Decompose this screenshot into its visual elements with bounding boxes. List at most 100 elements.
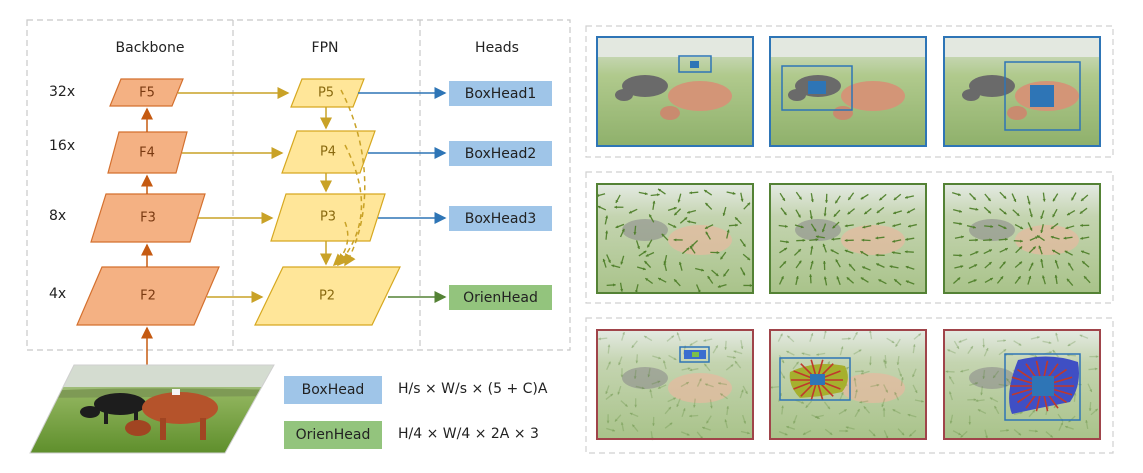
vector-arrow (681, 367, 691, 371)
vector-arrow (717, 382, 728, 386)
vector-arrowhead (647, 244, 651, 248)
vector-arrowhead (1000, 276, 1004, 280)
vector-arrowhead (662, 360, 666, 364)
vector-arrow (996, 339, 1007, 342)
vector-arrowhead (682, 408, 686, 412)
vector-arrowhead (689, 191, 693, 195)
vector-arrowhead (840, 346, 844, 350)
vector-arrowhead (862, 225, 866, 229)
vector-arrow (801, 352, 811, 356)
vector-arrowhead (973, 398, 977, 402)
vector-arrowhead (1020, 226, 1024, 229)
vector-arrowhead (802, 238, 806, 242)
vector-arrow (614, 414, 622, 422)
vector-arrowhead (904, 250, 908, 254)
vector-arrowhead (1029, 214, 1033, 218)
vector-arrowhead (1053, 404, 1057, 408)
vector-arrowhead (833, 213, 837, 217)
vector-arrow (739, 389, 744, 399)
vector-arrow (883, 430, 889, 439)
vector-arrow (598, 337, 608, 340)
vector-arrow (705, 415, 712, 424)
vector-arrowhead (663, 262, 667, 266)
vector-arrowhead (884, 361, 888, 365)
vector-arrow (863, 405, 871, 414)
vector-arrowhead (686, 247, 690, 251)
vector-arrowhead (607, 259, 611, 263)
vector-arrowhead (1004, 248, 1008, 251)
vector-arrowhead (854, 389, 858, 393)
vector-arrowhead (960, 235, 964, 239)
vector-arrowhead (968, 422, 972, 425)
vector-arrowhead (827, 361, 830, 365)
vector-arrowhead (689, 342, 693, 346)
vector-arrow (786, 350, 795, 356)
vector-arrowhead (641, 386, 645, 390)
vector-arrowhead (724, 347, 728, 350)
vector-arrow (960, 368, 970, 373)
vector-arrowhead (849, 263, 852, 267)
vector-arrow (907, 413, 917, 418)
vector-arrowhead (844, 249, 848, 253)
vector-arrowhead (894, 392, 898, 396)
vector-arrow (811, 414, 821, 420)
vector-arrowhead (835, 259, 839, 263)
vector-arrow (998, 383, 1008, 387)
vector-arrowhead (893, 211, 897, 215)
vector-arrowhead (1042, 198, 1046, 202)
vector-arrowhead (872, 433, 876, 437)
vector-arrow (647, 368, 651, 378)
combined-overlay-row (585, 317, 1114, 454)
vector-arrow (1064, 425, 1074, 430)
vector-arrowhead (918, 333, 921, 337)
vector-arrowhead (1081, 250, 1085, 254)
vector-arrow (631, 424, 639, 432)
vector-arrowhead (1038, 245, 1042, 249)
vector-arrowhead (858, 349, 862, 353)
vector-arrow (1028, 429, 1038, 432)
vector-arrowhead (1003, 349, 1007, 353)
vector-arrowhead (1029, 227, 1033, 231)
vector-arrow (781, 405, 784, 415)
vector-arrowhead (670, 335, 674, 339)
vector-arrowhead (618, 362, 622, 366)
vector-arrowhead (1080, 223, 1083, 227)
vector-arrow (689, 368, 699, 371)
vector-arrow (689, 414, 699, 417)
vector-arrowhead (783, 247, 787, 251)
vector-arrowhead (784, 432, 788, 436)
vector-arrowhead (605, 391, 609, 394)
vector-arrowhead (845, 426, 849, 430)
vector-arrowhead (615, 199, 619, 203)
vector-arrowhead (959, 253, 963, 257)
vector-arrowhead (1032, 246, 1036, 250)
vector-arrowhead (691, 243, 695, 247)
vector-arrowhead (827, 406, 830, 410)
vector-arrowhead (1042, 275, 1045, 279)
vector-arrowhead (905, 195, 908, 199)
column-title-heads: Heads (475, 40, 519, 56)
vector-arrowhead (1048, 341, 1052, 345)
vector-arrow (1058, 422, 1064, 431)
vector-arrowhead (821, 229, 825, 233)
vector-arrowhead (945, 370, 949, 374)
vector-arrow (719, 392, 728, 400)
panel-box-1 (596, 36, 754, 147)
vector-arrowhead (657, 386, 661, 389)
vector-arrow (680, 381, 690, 388)
vector-arrowhead (822, 243, 826, 247)
architecture-frame (26, 19, 571, 351)
vector-arrowhead (735, 361, 738, 365)
vector-arrowhead (673, 357, 677, 360)
vector-arrowhead (749, 283, 753, 288)
vector-arrow (726, 405, 729, 416)
vector-arrow (1073, 392, 1076, 402)
vector-arrowhead (605, 215, 609, 219)
vector-arrowhead (1013, 198, 1017, 202)
vector-arrowhead (1017, 276, 1021, 280)
vector-arrowhead (633, 232, 637, 235)
vector-arrowhead (1054, 275, 1058, 278)
vector-arrowhead (1036, 336, 1040, 340)
vector-arrow (914, 399, 924, 403)
vector-arrowhead (692, 404, 696, 408)
